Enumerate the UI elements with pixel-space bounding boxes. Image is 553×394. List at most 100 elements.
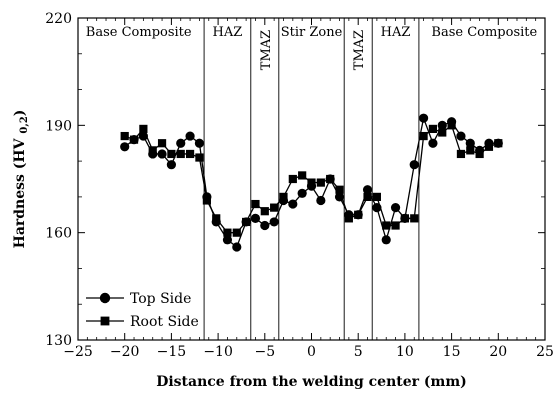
data-point-top-side-6 xyxy=(176,138,186,148)
zone-label-0: Base Composite xyxy=(86,25,192,40)
data-point-root-side-27 xyxy=(372,192,381,201)
zone-label-4: TMAZ xyxy=(352,30,367,70)
data-point-root-side-35 xyxy=(447,121,456,130)
data-point-root-side-34 xyxy=(438,128,447,137)
data-point-top-side-8 xyxy=(194,138,205,148)
x-tick-label-8: 15 xyxy=(443,344,461,360)
zone-label-3: Stir Zone xyxy=(281,25,343,40)
data-point-top-side-26 xyxy=(362,185,373,195)
data-point-root-side-5 xyxy=(167,149,176,159)
x-tick-label-10: 25 xyxy=(536,344,553,360)
data-point-root-side-10 xyxy=(212,214,221,223)
data-point-top-side-7 xyxy=(185,131,195,141)
x-tick-label-6: 5 xyxy=(354,344,363,360)
axis-ticks xyxy=(77,17,546,341)
legend-label-root-side: Root Side xyxy=(130,314,199,330)
data-point-root-side-8 xyxy=(195,153,204,162)
zone-label-2: TMAZ xyxy=(259,30,274,70)
data-point-top-side-31 xyxy=(409,160,419,170)
legend-marker-top-side xyxy=(99,292,111,304)
data-point-top-side-14 xyxy=(250,213,261,223)
data-point-root-side-24 xyxy=(344,214,353,223)
x-tick-label-2: −15 xyxy=(157,344,187,360)
data-point-root-side-17 xyxy=(279,192,288,201)
data-point-root-side-9 xyxy=(202,196,211,205)
zone-label-6: Base Composite xyxy=(431,25,537,40)
data-point-root-side-19 xyxy=(298,171,307,180)
data-point-root-side-14 xyxy=(251,199,260,209)
data-point-root-side-11 xyxy=(223,228,232,237)
data-point-root-side-26 xyxy=(363,192,372,201)
data-point-top-side-11 xyxy=(222,235,233,245)
data-point-root-side-2 xyxy=(139,124,148,134)
data-point-top-side-12 xyxy=(232,242,242,252)
legend-entry-root-side: Root Side xyxy=(86,314,199,330)
data-point-root-side-40 xyxy=(494,139,503,148)
series-root-side xyxy=(120,121,503,237)
x-tick-label-1: −20 xyxy=(110,344,140,360)
data-point-root-side-0 xyxy=(120,131,129,141)
data-point-root-side-3 xyxy=(148,146,157,155)
data-point-top-side-29 xyxy=(390,203,401,213)
data-point-top-side-4 xyxy=(157,149,167,159)
data-point-top-side-21 xyxy=(316,195,326,206)
data-point-root-side-33 xyxy=(428,124,438,134)
data-point-root-side-37 xyxy=(466,146,475,155)
data-point-root-side-25 xyxy=(354,210,363,219)
x-tick-label-0: −25 xyxy=(63,344,93,360)
zone-label-1: HAZ xyxy=(213,25,243,40)
data-point-root-side-7 xyxy=(185,149,195,159)
y-axis-title: Hardness (HV 0,2) xyxy=(12,110,30,249)
data-point-top-side-15 xyxy=(260,220,270,231)
legend-entry-top-side: Top Side xyxy=(86,291,191,307)
data-point-root-side-23 xyxy=(335,185,344,194)
x-tick-label-3: −10 xyxy=(203,344,233,360)
x-axis-title: Distance from the welding center (mm) xyxy=(156,374,467,390)
data-point-top-side-0 xyxy=(120,142,130,152)
data-point-root-side-29 xyxy=(391,221,400,230)
data-point-root-side-16 xyxy=(270,203,279,212)
data-point-root-side-6 xyxy=(176,149,185,159)
data-point-top-side-36 xyxy=(456,131,466,141)
x-tick-label-5: 0 xyxy=(307,344,316,360)
x-tick-label-9: 20 xyxy=(489,344,507,360)
y-tick-label-3: 220 xyxy=(45,11,72,27)
data-point-root-side-18 xyxy=(288,174,297,184)
data-point-top-side-5 xyxy=(166,160,176,170)
data-point-root-side-36 xyxy=(456,149,466,159)
legend-label-top-side: Top Side xyxy=(130,291,191,307)
data-point-root-side-38 xyxy=(475,149,484,159)
data-point-root-side-1 xyxy=(129,135,139,144)
data-point-top-side-19 xyxy=(297,188,307,198)
data-point-top-side-37 xyxy=(465,138,475,148)
data-point-top-side-34 xyxy=(437,120,447,130)
y-tick-label-2: 190 xyxy=(45,118,72,134)
data-point-root-side-20 xyxy=(307,178,316,187)
data-point-root-side-13 xyxy=(242,217,251,227)
data-point-root-side-31 xyxy=(410,214,419,223)
y-tick-label-0: 130 xyxy=(45,333,72,349)
zone-label-5: HAZ xyxy=(381,25,411,40)
data-point-top-side-32 xyxy=(418,113,429,123)
data-point-root-side-15 xyxy=(260,207,269,216)
legend-marker-root-side xyxy=(100,316,110,326)
y-tick-label-1: 160 xyxy=(45,226,72,242)
data-point-top-side-33 xyxy=(428,138,438,148)
data-point-root-side-28 xyxy=(382,221,391,230)
x-tick-label-4: −5 xyxy=(254,344,275,360)
data-point-top-side-16 xyxy=(269,217,279,227)
data-point-top-side-28 xyxy=(381,235,391,245)
data-point-root-side-12 xyxy=(232,228,241,237)
x-tick-label-7: 10 xyxy=(396,344,414,360)
data-point-root-side-39 xyxy=(484,142,494,151)
data-point-root-side-22 xyxy=(326,174,335,184)
data-point-root-side-21 xyxy=(316,178,325,187)
data-point-root-side-4 xyxy=(157,139,167,148)
legend: Top Side Root Side xyxy=(86,291,199,330)
data-point-top-side-18 xyxy=(288,199,298,209)
data-point-root-side-32 xyxy=(419,131,428,141)
tick-labels: −25 −20 −15 −10 −5 0 5 10 15 20 25 130 160 190 220 xyxy=(45,11,553,360)
data-point-root-side-30 xyxy=(400,214,409,223)
